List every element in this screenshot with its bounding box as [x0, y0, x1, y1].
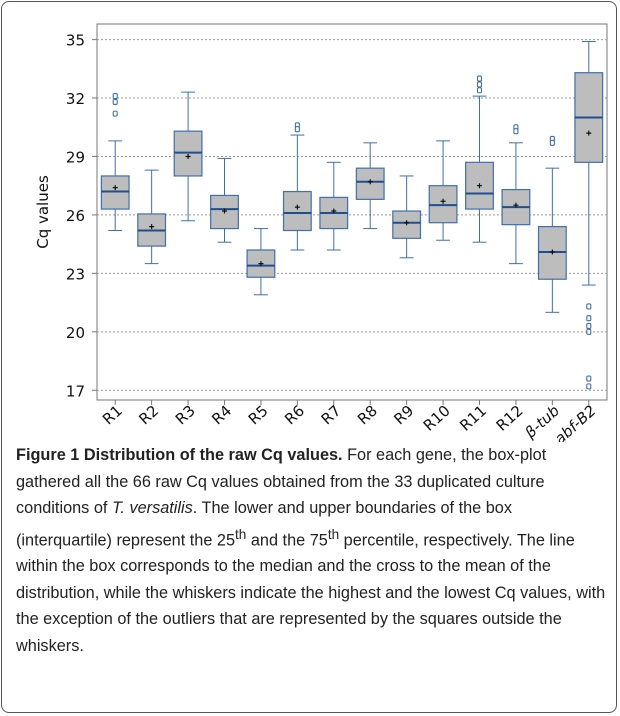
y-tick-label: 26: [66, 207, 85, 225]
x-tick-label: R6: [281, 402, 308, 429]
caption-sup: th: [235, 526, 247, 542]
outlier: [112, 93, 118, 100]
mean: [367, 179, 373, 185]
x-tick-label: R9: [390, 402, 417, 429]
outlier: [476, 87, 483, 94]
outlier: [112, 110, 118, 117]
chart: Cq values 17 20 23 26 29 32 35 R1 R2 R3 R4 R5 R6 R7 R8…: [34, 23, 608, 442]
x-tick-label: R7: [318, 402, 345, 429]
mean: [586, 130, 592, 136]
outlier: [549, 139, 555, 146]
caption-text: . The lower and upper boundaries of the …: [16, 499, 512, 549]
x-tick-label: R3: [172, 402, 199, 429]
mean: [477, 183, 482, 189]
y-tick-label: 35: [66, 32, 85, 50]
mean: [112, 185, 118, 191]
caption-species: T. versatilis: [111, 499, 193, 517]
y-tick-label: 17: [66, 382, 85, 400]
outlier: [294, 126, 300, 133]
y-tick-label: 32: [66, 90, 85, 108]
y-axis-label: Cq values: [34, 175, 52, 249]
y-tick-label: 23: [66, 265, 85, 283]
mean: [404, 220, 410, 226]
outlier: [586, 328, 592, 335]
x-tick-label: R11: [456, 402, 490, 435]
x-tick-label: R10: [420, 402, 454, 435]
outlier: [476, 81, 483, 88]
caption: Figure 1 Distribution of the raw Cq valu…: [16, 442, 612, 659]
y-tick-label: 20: [66, 324, 85, 342]
y-tick-label: 29: [66, 148, 85, 166]
caption-title: Figure 1 Distribution of the raw Cq valu…: [16, 446, 343, 464]
outlier: [586, 315, 592, 322]
outlier: [476, 75, 483, 82]
x-tick-label: abf-B2: [551, 402, 599, 442]
x-tick-label: R1: [99, 402, 126, 429]
outlier: [586, 322, 592, 330]
caption-text: For each gene, the box-plot gathered all…: [16, 446, 547, 517]
caption-text: percentile, respectively. The line withi…: [16, 530, 606, 655]
mean: [513, 202, 519, 208]
mean: [222, 208, 227, 214]
outlier: [586, 375, 592, 382]
box: [282, 190, 312, 232]
mean: [331, 208, 337, 214]
x-tick-label: R2: [135, 402, 162, 429]
plot-frame: [96, 23, 608, 401]
mean: [149, 224, 155, 230]
x-tick-label: R4: [208, 402, 235, 429]
x-tick-label: R8: [354, 402, 381, 429]
caption-text: and the 75: [246, 530, 328, 549]
mean: [440, 198, 446, 204]
outlier: [112, 98, 118, 105]
x-tick-label: R5: [245, 402, 272, 429]
outlier: [513, 128, 519, 135]
mean: [294, 204, 300, 210]
mean: [185, 153, 191, 159]
outlier: [586, 383, 592, 390]
mean: [549, 249, 555, 255]
outlier: [586, 303, 592, 310]
caption-sup: th: [327, 526, 340, 542]
mean: [258, 261, 264, 267]
box: [246, 249, 276, 278]
box: [210, 194, 239, 230]
